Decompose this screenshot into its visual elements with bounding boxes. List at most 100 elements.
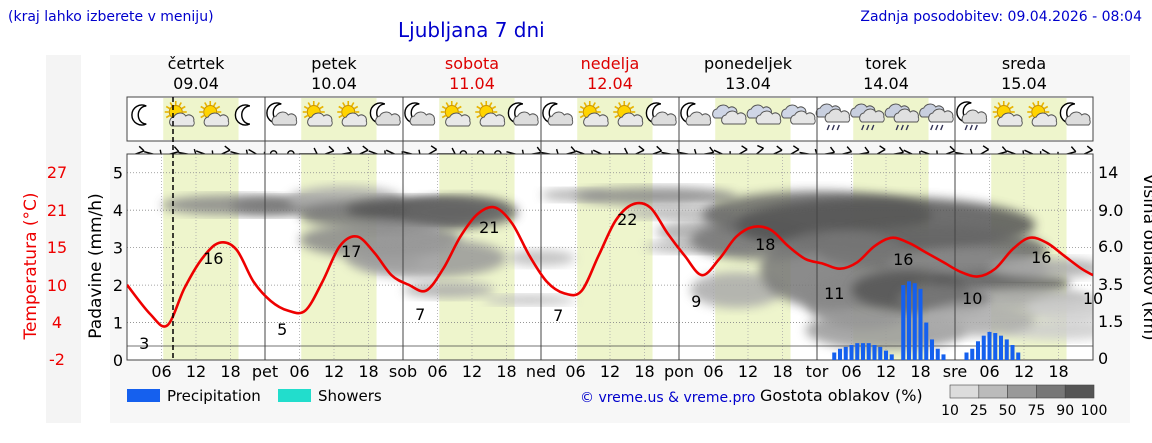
cloud-shape xyxy=(307,112,333,127)
day-short-label: ned xyxy=(526,362,556,381)
moon-shape xyxy=(234,104,251,126)
sun-ray xyxy=(491,105,497,110)
temperature-label: 18 xyxy=(755,235,775,254)
region-menu-hint[interactable]: (kraj lahko izberete v meniju) xyxy=(8,9,214,25)
credit-link[interactable]: © vreme.us & vreme.pro xyxy=(580,390,755,406)
hour-tick: 06 xyxy=(151,362,171,381)
cloud-height-tick: 14 xyxy=(1098,163,1118,182)
sun-ray xyxy=(200,114,205,119)
precipitation-bar xyxy=(970,348,975,360)
day-name: sobota xyxy=(445,54,499,73)
temperature-label: 10 xyxy=(962,289,982,308)
precipitation-tick: 0 xyxy=(113,351,123,370)
hour-tick: 12 xyxy=(876,362,896,381)
temperature-label: 22 xyxy=(617,210,637,229)
wind-barb-flag xyxy=(709,146,715,153)
sun-ray xyxy=(1041,102,1045,107)
day-name: nedelja xyxy=(581,54,640,73)
sun-ray xyxy=(165,105,171,110)
precipitation-bar xyxy=(855,343,860,360)
wind-barb-flag xyxy=(846,146,853,153)
sun-ray xyxy=(200,105,205,110)
temperature-tick: 10 xyxy=(47,276,67,295)
hour-tick: 12 xyxy=(738,362,758,381)
sun-ray xyxy=(489,102,493,107)
day-date: 09.04 xyxy=(173,74,219,93)
wind-barb-flag xyxy=(879,145,886,151)
precipitation-bar xyxy=(981,335,986,360)
sun-ray xyxy=(351,102,355,107)
cloud-shape xyxy=(755,110,782,125)
temperature-label: 21 xyxy=(479,218,499,237)
moon-cloud-icon xyxy=(645,102,677,126)
sun-ray xyxy=(592,102,596,107)
x-axis: 06 12 18 pet 06 12 18 sob 06 12 18 ned 06 12 18 pon 06 12… xyxy=(151,362,1068,381)
temperature-tick: 27 xyxy=(47,163,67,182)
sun-ray xyxy=(165,114,171,119)
hour-tick: 18 xyxy=(1048,362,1068,381)
sun-ray xyxy=(614,114,619,119)
temperature-label: 11 xyxy=(824,284,844,303)
cloud-shape xyxy=(583,112,609,127)
cloud-height-tick: 1.5 xyxy=(1098,312,1123,331)
rain-drop xyxy=(831,124,835,131)
precipitation-bar xyxy=(912,283,917,360)
sun-ray xyxy=(993,114,999,119)
cloud-shape xyxy=(341,112,368,127)
precipitation-bars xyxy=(832,281,1021,360)
moon-cloud-icon xyxy=(404,102,436,126)
wind-barb-flag xyxy=(864,146,870,153)
rain-drop xyxy=(935,124,939,131)
wind-barb-flag xyxy=(224,145,231,151)
precipitation-bar xyxy=(964,352,969,360)
temperature-label: 3 xyxy=(139,334,149,353)
sun-ray xyxy=(595,105,600,110)
temperature-tick: -2 xyxy=(49,350,65,369)
day-date: 12.04 xyxy=(587,74,633,93)
wind-barb-flag xyxy=(430,145,438,151)
sun-ray xyxy=(441,114,447,119)
cloud-shape xyxy=(824,108,851,123)
wind-barb-flag xyxy=(451,147,456,155)
wind-barb-flag xyxy=(776,145,783,151)
cloud-shape xyxy=(685,111,712,126)
precipitation-bar xyxy=(941,354,946,360)
day-short-label: pet xyxy=(252,362,278,381)
precipitation-bar xyxy=(1004,339,1009,360)
daylight-band xyxy=(163,154,239,360)
sun-cloud-icon xyxy=(992,101,1023,127)
moon-rain-icon xyxy=(956,101,988,131)
rain-drop xyxy=(940,124,944,131)
cloud-blob xyxy=(403,196,518,228)
temperature-label: 17 xyxy=(341,242,361,261)
wind-barb-flag xyxy=(623,147,629,155)
cloud-shape xyxy=(445,112,471,127)
precipitation-bar xyxy=(906,281,912,360)
day-short-label: tor xyxy=(806,362,829,381)
wind-barb-flag xyxy=(328,145,335,152)
moon-cloud-icon xyxy=(369,102,401,126)
day-date: 15.04 xyxy=(1001,74,1047,93)
sun-ray xyxy=(1009,105,1014,110)
rain-drop xyxy=(861,124,865,131)
precipitation-bar xyxy=(935,348,940,360)
rain-drop xyxy=(871,124,875,131)
precipitation-bar xyxy=(866,343,871,360)
sun-ray xyxy=(319,105,324,110)
temperature-label: 7 xyxy=(553,306,563,325)
cloud-density-level: 90 xyxy=(1056,403,1074,419)
hour-tick: 12 xyxy=(600,362,620,381)
wind-barb-flag xyxy=(1001,146,1008,153)
sun-ray xyxy=(445,102,449,107)
rain-drop xyxy=(974,124,978,131)
cloud-icon xyxy=(712,104,747,125)
precipitation-bar xyxy=(872,345,877,360)
cloud-shape xyxy=(547,111,574,126)
moon-cloud-icon xyxy=(507,102,539,126)
sun-ray xyxy=(441,105,447,110)
cloud-shape xyxy=(651,111,677,126)
cloud-shape xyxy=(893,108,920,123)
cloud-blob xyxy=(575,187,737,205)
hour-tick: 18 xyxy=(910,362,930,381)
